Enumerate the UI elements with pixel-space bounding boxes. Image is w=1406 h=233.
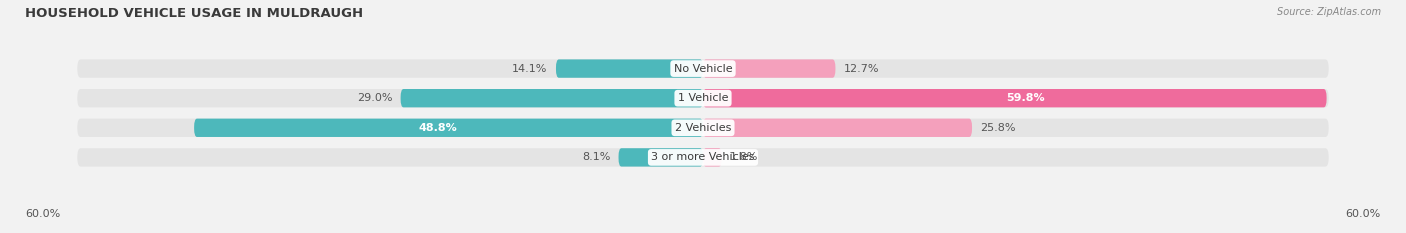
Text: HOUSEHOLD VEHICLE USAGE IN MULDRAUGH: HOUSEHOLD VEHICLE USAGE IN MULDRAUGH — [25, 7, 363, 20]
FancyBboxPatch shape — [77, 148, 1329, 167]
FancyBboxPatch shape — [619, 148, 703, 167]
FancyBboxPatch shape — [77, 89, 1329, 107]
FancyBboxPatch shape — [77, 119, 1329, 137]
Text: 29.0%: 29.0% — [357, 93, 392, 103]
Text: 14.1%: 14.1% — [512, 64, 547, 74]
Text: 59.8%: 59.8% — [1005, 93, 1045, 103]
Text: 60.0%: 60.0% — [1346, 209, 1381, 219]
Text: 1 Vehicle: 1 Vehicle — [678, 93, 728, 103]
FancyBboxPatch shape — [703, 59, 835, 78]
Text: 2 Vehicles: 2 Vehicles — [675, 123, 731, 133]
FancyBboxPatch shape — [194, 119, 703, 137]
Text: 48.8%: 48.8% — [419, 123, 457, 133]
FancyBboxPatch shape — [77, 59, 1329, 78]
Text: 8.1%: 8.1% — [582, 152, 610, 162]
Text: 3 or more Vehicles: 3 or more Vehicles — [651, 152, 755, 162]
FancyBboxPatch shape — [401, 89, 703, 107]
Text: 12.7%: 12.7% — [844, 64, 879, 74]
Text: Source: ZipAtlas.com: Source: ZipAtlas.com — [1277, 7, 1381, 17]
FancyBboxPatch shape — [703, 119, 972, 137]
FancyBboxPatch shape — [703, 148, 721, 167]
Text: 1.8%: 1.8% — [730, 152, 758, 162]
Text: No Vehicle: No Vehicle — [673, 64, 733, 74]
Text: 60.0%: 60.0% — [25, 209, 60, 219]
FancyBboxPatch shape — [555, 59, 703, 78]
Text: 25.8%: 25.8% — [980, 123, 1017, 133]
FancyBboxPatch shape — [703, 89, 1327, 107]
